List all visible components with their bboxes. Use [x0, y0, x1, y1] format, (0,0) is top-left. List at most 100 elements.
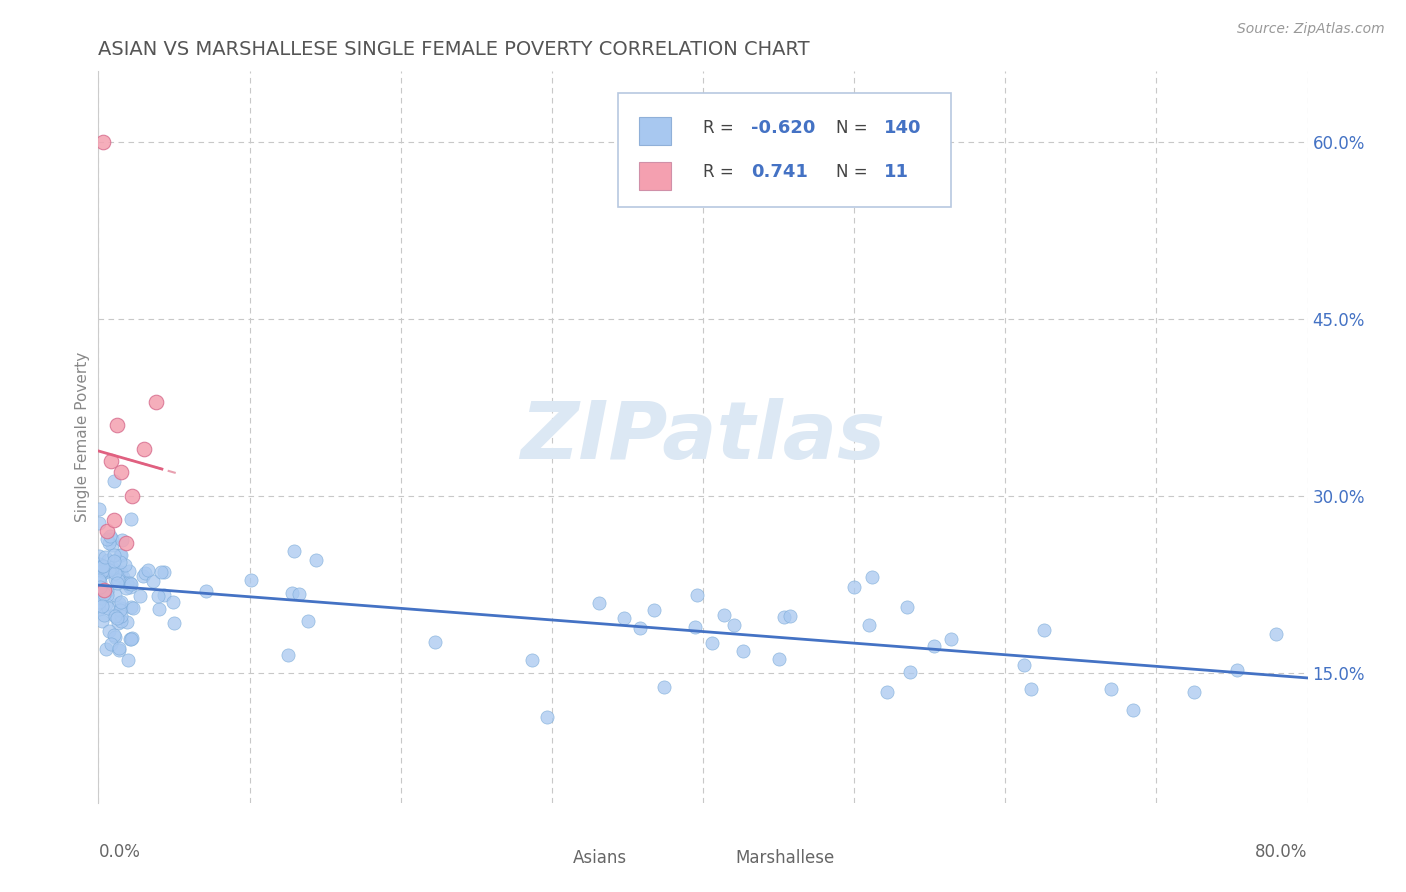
Point — [94, 560, 117, 574]
Point — [654, 680, 676, 694]
Point — [87, 516, 110, 530]
Point — [107, 573, 129, 587]
Point — [107, 576, 129, 591]
Point — [283, 543, 305, 558]
Point — [628, 622, 651, 636]
Point — [110, 466, 132, 480]
Point — [107, 596, 129, 610]
Point — [89, 581, 111, 595]
Text: ASIAN VS MARSHALLESE SINGLE FEMALE POVERTY CORRELATION CHART: ASIAN VS MARSHALLESE SINGLE FEMALE POVER… — [98, 39, 810, 59]
Point — [305, 553, 328, 567]
Point — [91, 564, 114, 578]
Point — [1021, 682, 1043, 697]
Point — [110, 548, 132, 562]
Point — [723, 617, 745, 632]
Text: 140: 140 — [884, 119, 922, 136]
Point — [91, 559, 114, 574]
Point — [194, 583, 217, 598]
Point — [115, 581, 138, 595]
Point — [686, 588, 709, 602]
Point — [110, 614, 132, 628]
Point — [1182, 684, 1205, 698]
Point — [94, 549, 117, 564]
Point — [153, 565, 176, 579]
Point — [685, 620, 707, 634]
Point — [779, 609, 801, 624]
Text: Source: ZipAtlas.com: Source: ZipAtlas.com — [1237, 22, 1385, 37]
Point — [297, 615, 319, 629]
Point — [101, 562, 124, 576]
Point — [922, 639, 945, 653]
Point — [148, 590, 170, 604]
Point — [89, 580, 111, 594]
FancyBboxPatch shape — [619, 94, 950, 207]
Text: -0.620: -0.620 — [751, 119, 815, 136]
Point — [876, 685, 898, 699]
Point — [104, 630, 127, 644]
Point — [103, 554, 125, 568]
Point — [896, 600, 918, 615]
Text: N =: N = — [837, 163, 873, 181]
Point — [93, 608, 115, 623]
Point — [111, 570, 134, 584]
Point — [93, 583, 115, 598]
Point — [96, 524, 118, 539]
Point — [94, 642, 117, 657]
Point — [108, 640, 131, 655]
Point — [110, 609, 132, 624]
Point — [114, 558, 136, 572]
Bar — [638, 117, 671, 145]
Point — [101, 560, 124, 574]
Point — [98, 564, 121, 578]
Point — [89, 574, 111, 589]
Text: 11: 11 — [884, 163, 910, 181]
Point — [91, 565, 114, 579]
Point — [1099, 681, 1122, 696]
Point — [120, 632, 142, 647]
Point — [103, 474, 125, 488]
Point — [93, 587, 115, 601]
Text: ZIPatlas: ZIPatlas — [520, 398, 886, 476]
Point — [101, 532, 124, 546]
Point — [148, 602, 170, 616]
Text: 0.0%: 0.0% — [98, 843, 141, 861]
Point — [104, 609, 127, 624]
Point — [121, 631, 143, 645]
Point — [110, 601, 132, 615]
Point — [90, 568, 112, 582]
Point — [163, 615, 186, 630]
Point — [104, 588, 127, 602]
Bar — [703, 851, 730, 867]
Y-axis label: Single Female Poverty: Single Female Poverty — [75, 352, 90, 522]
Point — [105, 611, 128, 625]
Point — [87, 563, 110, 577]
Point — [110, 548, 132, 562]
Point — [120, 599, 142, 614]
Point — [98, 563, 121, 577]
Point — [89, 595, 111, 609]
Point — [239, 573, 262, 587]
Point — [128, 589, 150, 603]
Point — [90, 599, 112, 613]
Point — [91, 135, 114, 149]
Bar — [638, 161, 671, 190]
Point — [98, 624, 121, 638]
Point — [103, 548, 125, 562]
Point — [117, 653, 139, 667]
Point — [162, 595, 184, 609]
Point — [104, 573, 127, 587]
Point — [118, 632, 141, 647]
Text: N =: N = — [837, 119, 873, 136]
Point — [860, 570, 883, 584]
Point — [110, 595, 132, 609]
Point — [1033, 623, 1056, 637]
Point — [1226, 663, 1249, 677]
Point — [108, 603, 131, 617]
Point — [141, 574, 163, 588]
Point — [145, 394, 167, 409]
Point — [100, 453, 122, 467]
Point — [100, 538, 122, 552]
Point — [858, 617, 880, 632]
Point — [713, 608, 735, 623]
Point — [842, 580, 865, 594]
